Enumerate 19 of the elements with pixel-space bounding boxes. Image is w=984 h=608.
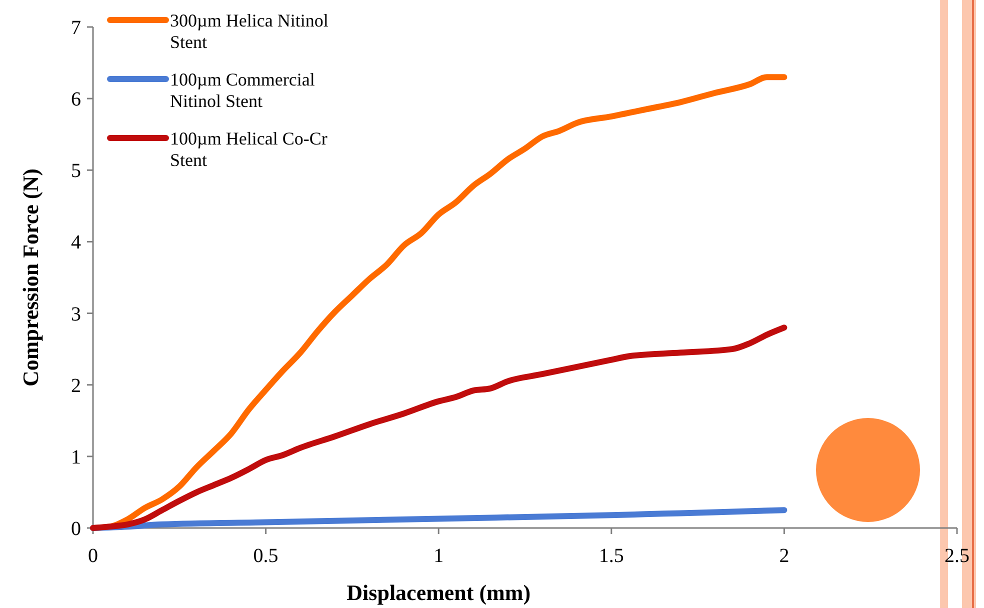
x-axis-title: Displacement (mm): [346, 580, 531, 605]
y-tick-label: 1: [71, 446, 81, 468]
x-tick-label: 2.5: [944, 545, 970, 567]
y-tick-label: 3: [71, 303, 81, 326]
y-tick-label: 6: [71, 88, 81, 111]
y-tick-label: 4: [71, 232, 81, 254]
y-tick-label: 0: [71, 518, 81, 540]
x-tick-label: 0.5: [253, 545, 278, 567]
legend-label: 100µm Helical Co-Cr Stent: [170, 128, 328, 170]
legend-label: 300µm Helica Nitinol Stent: [170, 10, 328, 52]
y-tick-label: 5: [71, 160, 81, 182]
x-tick-label: 2: [779, 545, 790, 567]
y-axis-title: Compression Force (N): [18, 168, 43, 386]
legend-label: 100µm Commercial Nitinol Stent: [170, 69, 315, 111]
y-tick-label: 7: [71, 17, 81, 39]
x-tick-label: 1: [434, 545, 444, 567]
x-tick-label: 1.5: [598, 545, 624, 567]
x-tick-label: 0: [88, 545, 98, 567]
y-tick-label: 2: [71, 374, 81, 397]
